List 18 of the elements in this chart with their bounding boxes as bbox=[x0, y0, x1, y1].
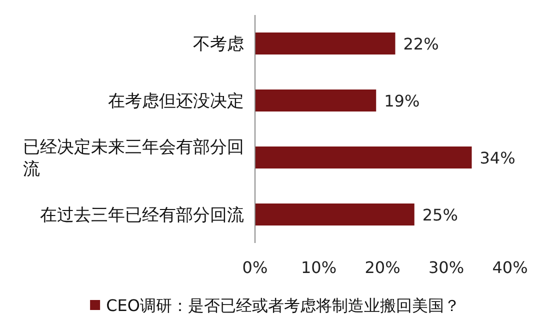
y-tick-label: 不考虑 bbox=[193, 34, 244, 54]
bar bbox=[255, 146, 472, 168]
x-tick-label: 10% bbox=[300, 258, 337, 277]
bar bbox=[255, 90, 376, 112]
bar bbox=[255, 32, 396, 54]
y-tick-label: 在考虑但还没决定 bbox=[108, 92, 244, 112]
x-tick-label: 40% bbox=[492, 258, 528, 277]
bar bbox=[255, 204, 414, 226]
x-tick-label: 20% bbox=[364, 258, 400, 277]
legend: CEO调研：是否已经或者考虑将制造业搬回美国？ bbox=[90, 296, 460, 315]
data-label: 19% bbox=[384, 92, 420, 110]
data-label: 25% bbox=[422, 206, 458, 224]
x-tick-label: 0% bbox=[242, 258, 268, 277]
x-tick-label: 30% bbox=[428, 258, 464, 277]
data-label: 22% bbox=[403, 34, 439, 54]
data-label: 34% bbox=[480, 148, 516, 168]
y-tick-label: 已经决定未来三年会有部分回流 bbox=[23, 138, 244, 180]
y-tick-label: 在过去三年已经有部分回流 bbox=[40, 206, 244, 226]
